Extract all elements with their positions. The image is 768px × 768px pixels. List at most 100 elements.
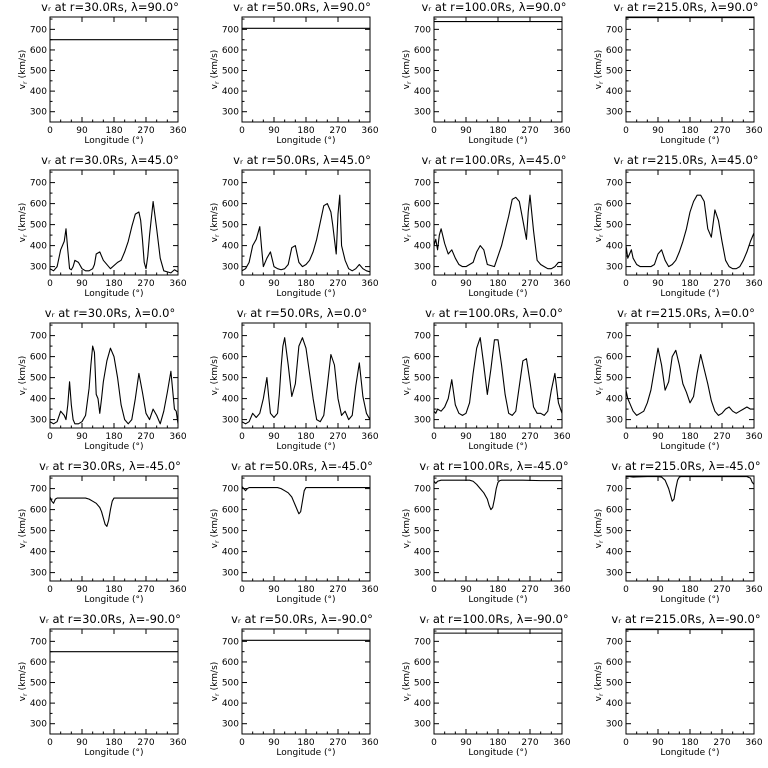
x-tick-label: 90 bbox=[652, 432, 664, 442]
plot-frame bbox=[49, 322, 179, 429]
chart-svg: vᵣ at r=50.0Rs, λ=0.0° 0 90 180 270 360 300 400… bbox=[210, 306, 379, 452]
y-tick-label: 400 bbox=[30, 699, 47, 709]
x-tick-label: 360 bbox=[361, 738, 378, 748]
x-tick-label: 270 bbox=[521, 738, 538, 748]
y-tick-label: 400 bbox=[606, 395, 623, 405]
y-tick-label: 600 bbox=[606, 506, 623, 516]
x-tick-label: 90 bbox=[652, 279, 664, 289]
x-tick-label: 360 bbox=[553, 126, 570, 136]
x-tick-label: 180 bbox=[105, 279, 122, 289]
y-tick-label: 400 bbox=[222, 87, 239, 97]
x-tick-label: 0 bbox=[239, 126, 245, 136]
x-tick-label: 360 bbox=[553, 738, 570, 748]
x-tick-label: 270 bbox=[713, 738, 730, 748]
y-tick-label: 500 bbox=[222, 527, 239, 537]
y-axis-label: vr (km/s) bbox=[402, 203, 413, 243]
x-axis-label: Longitude (°) bbox=[660, 289, 719, 299]
chart-title: vᵣ at r=100.0Rs, λ=0.0° bbox=[425, 306, 563, 320]
x-tick-label: 90 bbox=[268, 432, 280, 442]
y-tick-label: 600 bbox=[222, 200, 239, 210]
y-tick-label: 600 bbox=[30, 200, 47, 210]
x-axis-label: Longitude (°) bbox=[84, 136, 143, 146]
chart-svg: vᵣ at r=100.0Rs, λ=-45.0° 0 90 180 270 360 300… bbox=[402, 459, 571, 605]
x-tick-label: 90 bbox=[268, 585, 280, 595]
y-tick-label: 300 bbox=[222, 416, 239, 426]
plot-frame bbox=[241, 475, 371, 582]
y-tick-label: 500 bbox=[414, 67, 431, 77]
x-tick-label: 90 bbox=[652, 585, 664, 595]
x-tick-label: 360 bbox=[745, 432, 762, 442]
x-tick-label: 90 bbox=[460, 279, 472, 289]
x-tick-label: 90 bbox=[76, 279, 88, 289]
chart-title: vᵣ at r=50.0Rs, λ=-45.0° bbox=[231, 459, 373, 473]
y-axis-label: vr (km/s) bbox=[210, 662, 221, 702]
series-line bbox=[50, 345, 178, 425]
y-tick-label: 400 bbox=[414, 242, 431, 252]
x-axis-label: Longitude (°) bbox=[276, 748, 335, 758]
y-tick-label: 700 bbox=[30, 25, 47, 35]
chart-panel: vᵣ at r=50.0Rs, λ=-90.0° 0 90 180 270 360 300 4… bbox=[192, 612, 384, 765]
y-tick-label: 400 bbox=[414, 699, 431, 709]
y-tick-label: 400 bbox=[606, 242, 623, 252]
plot-frame bbox=[49, 16, 179, 123]
x-tick-label: 270 bbox=[713, 585, 730, 595]
y-tick-label: 500 bbox=[222, 679, 239, 689]
chart-panel: vᵣ at r=50.0Rs, λ=-45.0° 0 90 180 270 360 300 4… bbox=[192, 459, 384, 612]
y-tick-label: 300 bbox=[606, 108, 623, 118]
y-tick-label: 500 bbox=[414, 374, 431, 384]
chart-panel: vᵣ at r=215.0Rs, λ=45.0° 0 90 180 270 360 300 4… bbox=[576, 153, 768, 306]
y-tick-label: 300 bbox=[606, 263, 623, 273]
y-tick-label: 400 bbox=[30, 242, 47, 252]
y-tick-label: 600 bbox=[606, 46, 623, 56]
x-tick-label: 360 bbox=[745, 279, 762, 289]
y-tick-label: 600 bbox=[222, 658, 239, 668]
x-axis-label: Longitude (°) bbox=[468, 595, 527, 605]
chart-title: vᵣ at r=50.0Rs, λ=90.0° bbox=[233, 0, 371, 14]
chart-panel: vᵣ at r=215.0Rs, λ=-45.0° 0 90 180 270 360 300… bbox=[576, 459, 768, 612]
chart-panel: vᵣ at r=100.0Rs, λ=0.0° 0 90 180 270 360 300 40… bbox=[384, 306, 576, 459]
x-axis-label: Longitude (°) bbox=[276, 289, 335, 299]
chart-svg: vᵣ at r=50.0Rs, λ=45.0° 0 90 180 270 360 300 40… bbox=[210, 153, 379, 299]
series-line bbox=[50, 496, 178, 527]
y-axis-label: vr (km/s) bbox=[402, 356, 413, 396]
plot-frame bbox=[433, 169, 563, 276]
y-tick-label: 300 bbox=[414, 720, 431, 730]
x-tick-label: 360 bbox=[169, 126, 186, 136]
y-tick-label: 300 bbox=[30, 108, 47, 118]
y-tick-label: 300 bbox=[30, 416, 47, 426]
y-tick-label: 600 bbox=[222, 46, 239, 56]
y-tick-label: 700 bbox=[414, 332, 431, 342]
x-axis-label: Longitude (°) bbox=[84, 595, 143, 605]
chart-title: vᵣ at r=100.0Rs, λ=-45.0° bbox=[419, 459, 568, 473]
y-tick-label: 300 bbox=[222, 263, 239, 273]
chart-svg: vᵣ at r=30.0Rs, λ=-45.0° 0 90 180 270 360 300 4… bbox=[18, 459, 187, 605]
y-tick-label: 600 bbox=[606, 353, 623, 363]
x-axis-label: Longitude (°) bbox=[84, 442, 143, 452]
chart-panel: vᵣ at r=215.0Rs, λ=0.0° 0 90 180 270 360 300 40… bbox=[576, 306, 768, 459]
chart-title: vᵣ at r=215.0Rs, λ=0.0° bbox=[617, 306, 755, 320]
x-tick-label: 0 bbox=[239, 585, 245, 595]
x-tick-label: 0 bbox=[239, 279, 245, 289]
x-tick-label: 0 bbox=[623, 738, 629, 748]
plot-frame bbox=[433, 475, 563, 582]
y-tick-label: 400 bbox=[414, 395, 431, 405]
y-tick-label: 700 bbox=[222, 637, 239, 647]
y-tick-label: 400 bbox=[222, 242, 239, 252]
y-tick-label: 700 bbox=[222, 179, 239, 189]
y-axis-label: vr (km/s) bbox=[210, 203, 221, 243]
chart-title: vᵣ at r=215.0Rs, λ=-90.0° bbox=[611, 612, 760, 626]
series-line bbox=[626, 194, 754, 270]
x-tick-label: 90 bbox=[460, 432, 472, 442]
x-tick-label: 180 bbox=[681, 432, 698, 442]
x-tick-label: 180 bbox=[105, 126, 122, 136]
y-tick-label: 500 bbox=[222, 221, 239, 231]
plot-frame bbox=[241, 628, 371, 735]
y-tick-label: 500 bbox=[222, 374, 239, 384]
x-tick-label: 180 bbox=[105, 738, 122, 748]
y-tick-label: 500 bbox=[606, 527, 623, 537]
y-tick-label: 600 bbox=[606, 200, 623, 210]
y-tick-label: 700 bbox=[606, 485, 623, 495]
y-tick-label: 600 bbox=[414, 200, 431, 210]
x-tick-label: 180 bbox=[489, 279, 506, 289]
x-tick-label: 180 bbox=[489, 126, 506, 136]
